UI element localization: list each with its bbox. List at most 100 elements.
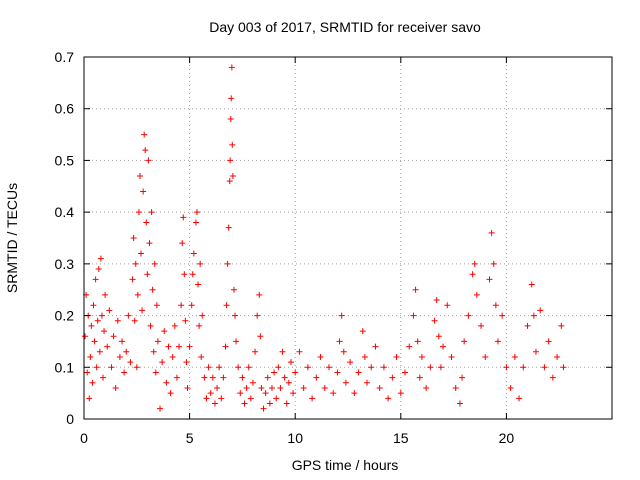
data-point [97, 255, 104, 262]
data-point [414, 338, 421, 345]
data-point [283, 400, 290, 407]
data-point [239, 374, 246, 381]
data-point [136, 172, 143, 179]
data-point [254, 312, 261, 319]
data-point [104, 343, 111, 350]
data-point [342, 379, 349, 386]
data-point [235, 364, 242, 371]
axis-ticks: 0 5 10 15 20 0 0.1 0.2 0.3 0.4 0.5 0.6 0.7 [55, 49, 612, 446]
data-point [138, 250, 145, 257]
data-point [300, 384, 307, 391]
data-point [257, 333, 264, 340]
data-point [406, 343, 413, 350]
data-point [554, 353, 561, 360]
data-point [507, 384, 514, 391]
data-point [361, 353, 368, 360]
data-point [201, 374, 208, 381]
data-point [89, 379, 96, 386]
data-point [258, 384, 265, 391]
data-point [492, 302, 499, 309]
data-point [516, 395, 523, 402]
data-point [444, 302, 451, 309]
data-point [473, 291, 480, 298]
data-point [199, 312, 206, 319]
grid-lines [84, 57, 612, 419]
data-point [178, 302, 185, 309]
data-point [121, 369, 128, 376]
data-point [218, 395, 225, 402]
x-axis-label: GPS time / hours [292, 457, 399, 473]
chart-title: Day 003 of 2017, SRMTID for receiver sav… [209, 19, 481, 35]
data-point [106, 307, 113, 314]
x-tick-label: 10 [287, 430, 303, 446]
data-point [524, 322, 531, 329]
y-tick-label: 0.1 [55, 359, 75, 375]
data-point [389, 374, 396, 381]
data-point [84, 369, 91, 376]
data-point [222, 343, 229, 350]
data-point [196, 322, 203, 329]
data-point [230, 286, 237, 293]
data-point [290, 390, 297, 397]
data-point [205, 364, 212, 371]
data-point [171, 322, 178, 329]
data-point [268, 384, 275, 391]
data-point [161, 328, 168, 335]
data-point [209, 374, 216, 381]
data-point [340, 348, 347, 355]
data-point [188, 302, 195, 309]
data-point [228, 64, 235, 71]
data-point [503, 364, 510, 371]
data-point [101, 328, 108, 335]
data-points [82, 64, 567, 412]
data-point [511, 353, 518, 360]
data-point [292, 369, 299, 376]
data-point [152, 369, 159, 376]
data-point [197, 260, 204, 267]
data-point [461, 338, 468, 345]
data-point [334, 369, 341, 376]
data-point [181, 271, 188, 278]
data-point [131, 317, 138, 324]
data-point [520, 364, 527, 371]
data-point [227, 116, 234, 123]
data-point [140, 188, 147, 195]
data-point [139, 307, 146, 314]
data-point [134, 291, 141, 298]
data-point [192, 219, 199, 226]
data-point [220, 374, 227, 381]
data-point [330, 390, 337, 397]
data-point [347, 359, 354, 366]
y-axis-label: SRMTID / TECUs [4, 183, 20, 293]
data-point [153, 302, 160, 309]
data-point [125, 312, 132, 319]
data-point [277, 384, 284, 391]
data-point [92, 276, 99, 283]
data-point [273, 395, 280, 402]
y-tick-label: 0.6 [55, 101, 75, 117]
data-point [368, 364, 375, 371]
data-point [456, 400, 463, 407]
data-point [144, 271, 151, 278]
data-point [229, 172, 236, 179]
data-point [193, 209, 200, 216]
data-point [94, 317, 101, 324]
data-point [159, 359, 166, 366]
data-point [364, 379, 371, 386]
data-point [256, 291, 263, 298]
data-point [560, 364, 567, 371]
data-point [237, 390, 244, 397]
data-point [190, 250, 197, 257]
data-point [216, 364, 223, 371]
y-tick-label: 0.4 [55, 204, 75, 220]
data-point [227, 157, 234, 164]
data-point [351, 390, 358, 397]
data-point [499, 312, 506, 319]
data-point [130, 235, 137, 241]
y-tick-label: 0.7 [55, 49, 75, 65]
data-point [229, 141, 236, 148]
data-point [150, 348, 157, 355]
x-tick-label: 5 [186, 430, 194, 446]
data-point [490, 260, 497, 267]
data-point [486, 276, 493, 283]
